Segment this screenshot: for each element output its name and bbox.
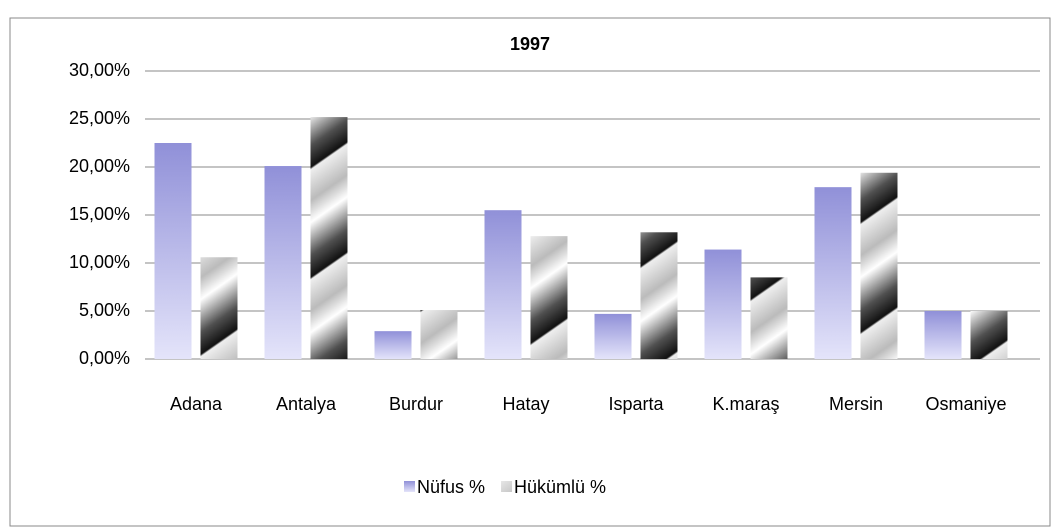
- x-tick-label: Antalya: [276, 394, 337, 414]
- bar: [860, 172, 898, 359]
- x-tick-label: Hatay: [502, 394, 549, 414]
- legend-label: Hükümlü %: [514, 477, 606, 497]
- bar: [814, 187, 852, 359]
- bar: [594, 313, 632, 359]
- y-tick-label: 30,00%: [69, 60, 130, 80]
- bar: [640, 232, 678, 359]
- bar: [264, 166, 302, 359]
- bar: [924, 311, 962, 359]
- bar: [484, 210, 522, 359]
- x-tick-label: Mersin: [829, 394, 883, 414]
- legend-swatch: [501, 481, 513, 492]
- bar: [420, 310, 458, 359]
- chart-title: 1997: [510, 34, 550, 54]
- bar: [530, 236, 568, 359]
- x-tick-label: Burdur: [389, 394, 443, 414]
- legend-label: Nüfus %: [417, 477, 485, 497]
- bar: [200, 257, 238, 359]
- bar: [970, 311, 1008, 359]
- y-tick-label: 20,00%: [69, 156, 130, 176]
- x-tick-label: Osmaniye: [925, 394, 1006, 414]
- legend-swatch: [404, 481, 415, 492]
- y-tick-label: 5,00%: [79, 300, 130, 320]
- bar: [374, 331, 412, 359]
- bar: [310, 117, 348, 359]
- y-tick-label: 15,00%: [69, 204, 130, 224]
- bar: [704, 249, 742, 359]
- x-tick-label: Isparta: [608, 394, 664, 414]
- y-tick-label: 25,00%: [69, 108, 130, 128]
- bar: [750, 277, 788, 359]
- y-tick-label: 0,00%: [79, 348, 130, 368]
- y-tick-label: 10,00%: [69, 252, 130, 272]
- bar: [154, 143, 192, 359]
- x-tick-label: Adana: [170, 394, 223, 414]
- x-tick-label: K.maraş: [712, 394, 779, 414]
